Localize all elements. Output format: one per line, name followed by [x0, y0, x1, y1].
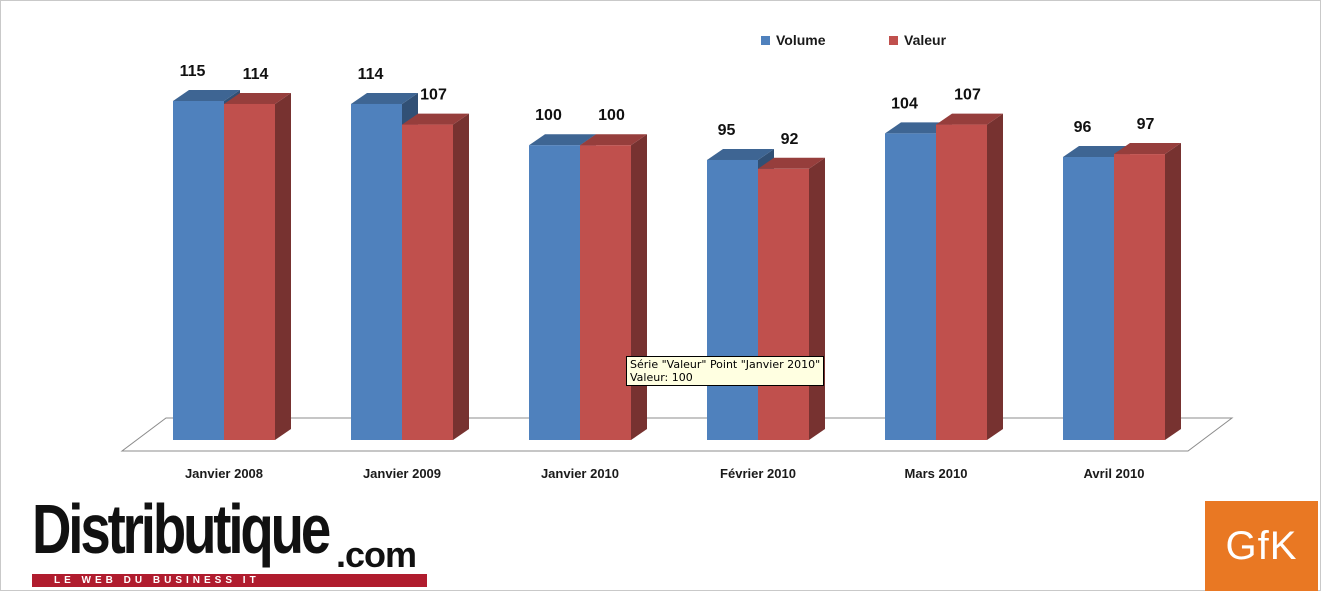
distributique-logo: Distributique .com LE WEB DU BUSINESS IT	[32, 494, 432, 590]
bar-volume-5	[1063, 157, 1114, 440]
bar-top-volume-1	[351, 92, 418, 104]
category-label-2: Janvier 2010	[541, 466, 619, 481]
bar-top-valeur-4	[936, 113, 1003, 125]
data-label-valeur-2: 100	[598, 107, 625, 124]
legend-label-volume: Volume	[776, 32, 826, 48]
data-label-valeur-4: 107	[954, 87, 981, 104]
bar-side-valeur-2	[631, 134, 647, 440]
bar-volume-2	[529, 145, 580, 440]
distributique-logo-word: Distributique	[32, 490, 331, 568]
bar-valeur-2	[580, 145, 631, 440]
bar-valeur-5	[1114, 154, 1165, 441]
data-label-volume-0: 115	[180, 63, 206, 80]
bar-valeur-3	[758, 168, 809, 441]
data-label-volume-1: 114	[358, 66, 384, 83]
legend-label-valeur: Valeur	[904, 32, 947, 48]
bar-top-valeur-2	[580, 134, 647, 146]
category-label-5: Avril 2010	[1084, 466, 1145, 481]
data-label-volume-3: 95	[718, 122, 736, 139]
bar-valeur-4	[936, 124, 987, 440]
bar-top-valeur-5	[1114, 143, 1181, 155]
tooltip-line-series: Série "Valeur" Point "Janvier 2010"	[630, 358, 821, 371]
bar-top-valeur-3	[758, 157, 825, 169]
data-label-volume-5: 96	[1074, 119, 1092, 136]
bar-top-volume-3	[707, 148, 774, 160]
data-label-volume-4: 104	[891, 95, 918, 112]
gfk-logo: GfK	[1205, 501, 1318, 591]
legend-item-volume: Volume	[761, 32, 826, 48]
distributique-logo-tagline: LE WEB DU BUSINESS IT	[32, 574, 427, 587]
bar-volume-1	[351, 103, 402, 441]
bar-top-volume-2	[529, 134, 596, 146]
category-label-3: Février 2010	[720, 466, 796, 481]
bar-top-valeur-1	[402, 113, 469, 125]
bar-side-valeur-0	[275, 92, 291, 441]
data-label-volume-2: 100	[535, 107, 562, 124]
category-label-4: Mars 2010	[905, 466, 968, 481]
bar-top-valeur-0	[224, 92, 291, 104]
data-label-valeur-5: 97	[1137, 116, 1155, 133]
bar-volume-4	[885, 133, 936, 440]
bar-side-valeur-3	[809, 157, 825, 441]
bar-valeur-1	[402, 124, 453, 440]
distributique-logo-com: .com	[336, 534, 417, 575]
data-label-valeur-1: 107	[420, 87, 447, 104]
chart-tooltip: Série "Valeur" Point "Janvier 2010" Vale…	[626, 356, 825, 386]
legend-swatch-volume	[761, 35, 770, 45]
data-label-valeur-3: 92	[781, 131, 799, 148]
category-label-1: Janvier 2009	[363, 466, 441, 481]
legend-item-valeur: Valeur	[889, 32, 946, 48]
tooltip-line-value: Valeur: 100	[630, 371, 693, 384]
bar-side-valeur-5	[1165, 143, 1181, 441]
bar-side-valeur-1	[453, 113, 469, 440]
bar-volume-3	[707, 159, 758, 440]
legend-swatch-valeur	[889, 35, 898, 45]
bar-side-valeur-4	[987, 113, 1003, 440]
bar-valeur-0	[224, 103, 275, 441]
data-label-valeur-0: 114	[243, 66, 269, 83]
bar-top-volume-4	[885, 122, 952, 134]
bar-top-volume-0	[173, 90, 240, 101]
bar-volume-0	[173, 101, 224, 440]
bar-top-volume-5	[1063, 146, 1130, 158]
category-label-0: Janvier 2008	[185, 466, 263, 481]
